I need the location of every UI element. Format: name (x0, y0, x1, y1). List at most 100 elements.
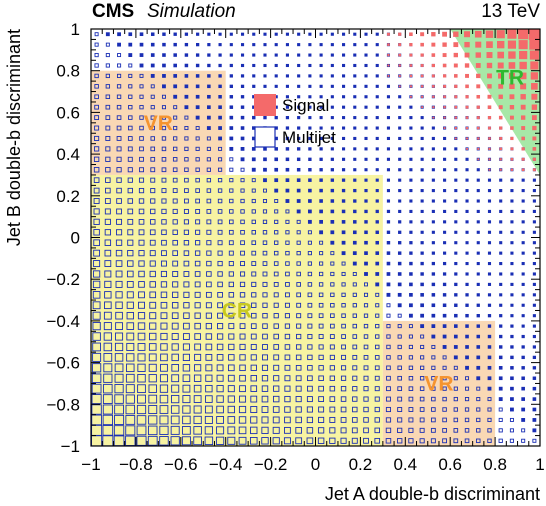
multijet-bin-1177 (420, 261, 424, 266)
multijet-bin-1164 (419, 396, 425, 402)
multijet-bin-1525 (521, 386, 525, 391)
multijet-bin-1486 (510, 376, 514, 381)
multijet-bin-1045 (386, 386, 391, 392)
signal-bin-1588 (532, 147, 537, 151)
multijet-bin-931 (352, 323, 358, 329)
multijet-bin-891 (341, 323, 346, 329)
multijet-bin-881 (340, 427, 347, 434)
multijet-bin-1380 (476, 230, 480, 234)
header-experiment: CMS (92, 1, 134, 22)
multijet-bin-773 (307, 302, 313, 308)
signal-bin-1430 (488, 126, 491, 130)
multijet-bin-70 (105, 125, 111, 131)
multijet-bin-314 (173, 84, 178, 89)
multijet-bin-232 (150, 105, 155, 110)
multijet-bin-681 (284, 426, 291, 434)
multijet-bin-902 (341, 209, 346, 214)
multijet-bin-89 (114, 342, 124, 352)
multijet-bin-518 (229, 43, 233, 47)
multijet-bin-125 (125, 384, 135, 394)
multijet-bin-100 (116, 229, 123, 236)
multijet-bin-1381 (476, 220, 480, 224)
multijet-bin-623 (262, 198, 268, 204)
multijet-bin-837 (319, 53, 323, 57)
multijet-bin-342 (183, 208, 189, 214)
signal-bin-1436 (486, 62, 493, 69)
multijet-bin-386 (195, 167, 200, 172)
multijet-bin-466 (218, 167, 223, 172)
multijet-bin-46 (103, 373, 113, 383)
multijet-bin-1035 (375, 74, 379, 78)
multijet-bin-1522 (521, 418, 526, 422)
multijet-bin-1457 (499, 262, 503, 266)
multijet-bin-1531 (521, 324, 525, 328)
multijet-bin-805 (318, 385, 324, 392)
multijet-bin-910 (342, 126, 346, 130)
multijet-bin-537 (240, 261, 246, 267)
signal-bin-1317 (453, 52, 458, 58)
multijet-bin-845 (329, 385, 336, 392)
multijet-bin-975 (364, 282, 368, 287)
multijet-bin-1112 (398, 105, 402, 109)
signal-bin-1559 (518, 29, 529, 40)
multijet-bin-952 (353, 105, 357, 109)
multijet-bin-390 (195, 126, 200, 131)
multijet-bin-268 (161, 146, 167, 152)
multijet-bin-880 (340, 437, 347, 444)
multijet-bin-671 (274, 115, 278, 120)
x-tick-label-9: 0.8 (483, 455, 507, 474)
multijet-bin-385 (195, 177, 200, 183)
signal-bin-1513 (509, 94, 515, 100)
multijet-bin-582 (251, 209, 256, 214)
multijet-bin-569 (250, 343, 257, 350)
multijet-bin-827 (319, 157, 323, 161)
multijet-bin-775 (307, 282, 313, 287)
multijet-bin-1342 (465, 209, 469, 213)
multijet-bin-343 (183, 198, 189, 204)
multijet-bin-1169 (420, 344, 425, 349)
multijet-bin-175 (138, 281, 145, 288)
multijet-bin-690 (284, 333, 291, 340)
multijet-bin-1066 (386, 168, 391, 172)
multijet-bin-1252 (442, 313, 447, 318)
multijet-bin-1050 (386, 334, 391, 339)
multijet-bin-1444 (498, 397, 503, 402)
multijet-bin-1403 (487, 407, 492, 412)
multijet-bin-893 (341, 303, 346, 308)
multijet-bin-1241 (442, 428, 447, 433)
multijet-bin-980 (364, 230, 368, 235)
multijet-bin-1111 (398, 116, 402, 120)
multijet-bin-228 (150, 146, 156, 152)
multijet-bin-1048 (386, 355, 391, 360)
multijet-bin-1545 (521, 178, 525, 182)
multijet-bin-938 (352, 251, 357, 256)
multijet-bin-770 (307, 334, 313, 340)
multijet-bin-319 (173, 32, 177, 36)
multijet-bin-622 (262, 209, 268, 214)
multijet-bin-154 (128, 84, 133, 89)
signal-bin-1397 (475, 52, 481, 58)
multijet-bin-249 (160, 343, 168, 351)
multijet-bin-1460 (499, 230, 503, 234)
multijet-bin-292 (171, 312, 179, 319)
multijet-bin-189 (139, 136, 144, 141)
multijet-bin-689 (284, 344, 291, 350)
multijet-bin-1523 (521, 407, 526, 412)
multijet-bin-468 (218, 146, 223, 151)
multijet-bin-190 (139, 125, 144, 131)
multijet-bin-604 (261, 395, 269, 403)
multijet-bin-1152 (409, 105, 413, 109)
signal-bin-1433 (487, 94, 492, 99)
multijet-bin-1089 (397, 344, 402, 350)
multijet-bin-943 (353, 199, 357, 203)
multijet-bin-619 (262, 240, 268, 245)
multijet-bin-1541 (521, 220, 525, 224)
multijet-bin-1415 (487, 282, 492, 286)
multijet-bin-1529 (521, 345, 525, 349)
multijet-bin-985 (364, 178, 368, 182)
multijet-bin-229 (150, 136, 155, 141)
multijet-bin-1134 (409, 293, 413, 297)
multijet-bin-1166 (419, 376, 425, 381)
multijet-bin-438 (207, 43, 211, 47)
multijet-bin-547 (240, 157, 245, 162)
